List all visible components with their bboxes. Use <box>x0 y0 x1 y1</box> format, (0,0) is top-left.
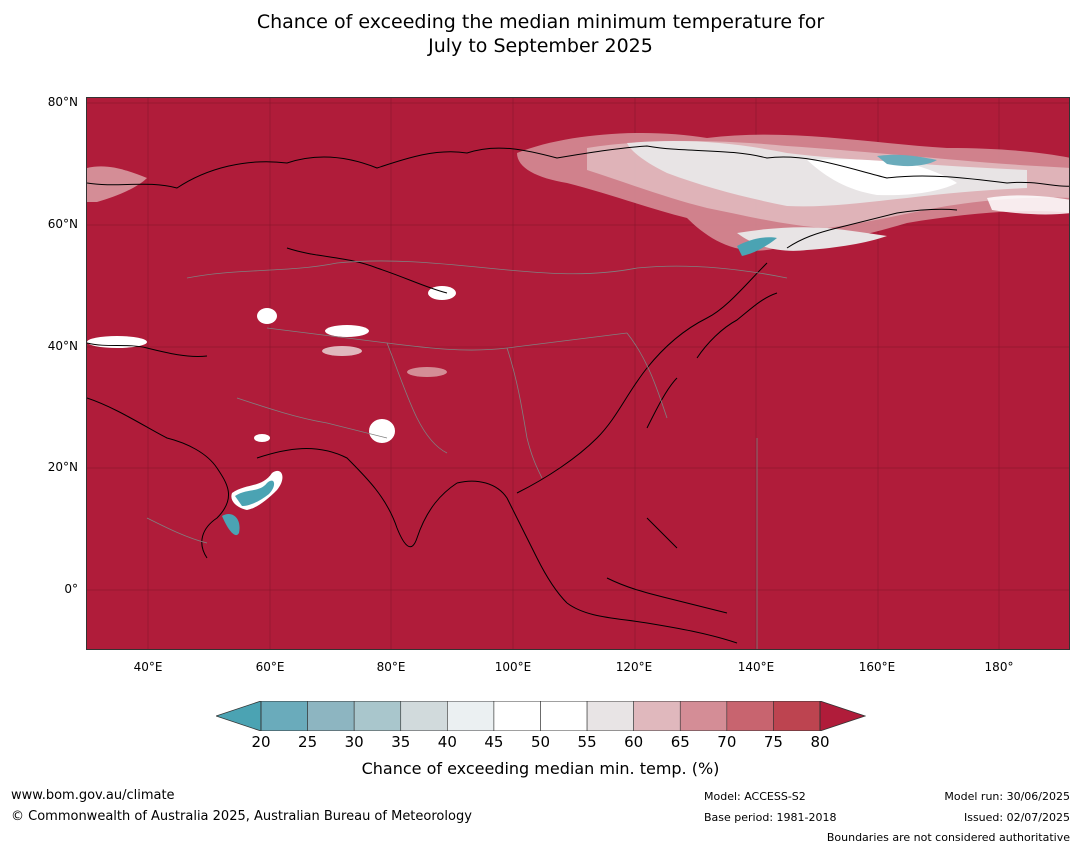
lon-label-80e: 80°E <box>376 660 406 674</box>
colorbar-tick-label: 30 <box>344 733 364 751</box>
colorbar-tick-label: 40 <box>437 733 457 751</box>
lon-label-60e: 60°E <box>255 660 285 674</box>
website-link[interactable]: www.bom.gov.au/climate <box>11 788 175 803</box>
disclaimer-text: Boundaries are not considered authoritat… <box>826 831 1070 844</box>
colorbar-cell <box>726 701 774 731</box>
map-svg <box>87 98 1069 649</box>
issued-text: Issued: 02/07/2025 <box>963 811 1070 824</box>
siberia-low-probability-zone <box>87 133 1069 256</box>
colorbar-cell <box>679 701 728 731</box>
colorbar-tick-label: 45 <box>484 733 504 751</box>
colorbar-tick-label: 60 <box>624 733 644 751</box>
colorbar-cell <box>400 701 448 731</box>
graticule <box>87 98 1069 649</box>
map-title: Chance of exceeding the median minimum t… <box>0 10 1081 58</box>
central-asia-white-patches <box>87 286 456 443</box>
colorbar <box>216 701 866 731</box>
colorbar-cells <box>260 701 821 731</box>
colorbar-tick-label: 55 <box>577 733 597 751</box>
colorbar-cell <box>493 701 541 731</box>
country-boundaries <box>146 260 788 649</box>
colorbar-tick-label: 75 <box>763 733 783 751</box>
colorbar-cell <box>260 701 308 731</box>
model-run-text: Model run: 30/06/2025 <box>944 790 1070 803</box>
colorbar-cell <box>773 701 821 731</box>
coastlines <box>87 145 1069 644</box>
base-period-text: Base period: 1981-2018 <box>704 811 837 824</box>
lon-label-120e: 120°E <box>615 660 653 674</box>
title-line-1: Chance of exceeding the median minimum t… <box>256 11 825 33</box>
lat-label-80n: 80°N <box>47 95 78 109</box>
model-text: Model: ACCESS-S2 <box>704 790 806 803</box>
lon-label-40e: 40°E <box>133 660 163 674</box>
colorbar-label: Chance of exceeding median min. temp. (%… <box>361 759 720 778</box>
colorbar-cell <box>307 701 355 731</box>
colorbar-tick-label: 65 <box>670 733 690 751</box>
lat-label-60n: 60°N <box>47 217 78 231</box>
colorbar-cell <box>353 701 402 731</box>
lat-label-40n: 40°N <box>47 339 78 353</box>
copyright-text: © Commonwealth of Australia 2025, Austra… <box>11 809 472 824</box>
colorbar-tick-label: 20 <box>251 733 271 751</box>
lon-label-160e: 160°E <box>858 660 896 674</box>
colorbar-tick-label: 35 <box>391 733 411 751</box>
colorbar-cell <box>586 701 634 731</box>
colorbar-tick-label: 50 <box>530 733 551 751</box>
lat-label-0: 0° <box>64 582 78 596</box>
forecast-map <box>86 97 1070 650</box>
colorbar-low-extend <box>216 701 262 731</box>
colorbar-tick-label: 70 <box>717 733 737 751</box>
colorbar-cell <box>447 701 495 731</box>
colorbar-high-extend <box>819 701 866 731</box>
arabian-sea-low-probability-zone <box>222 470 283 536</box>
colorbar-cell <box>633 701 681 731</box>
colorbar-frame <box>260 701 821 731</box>
lon-label-140e: 140°E <box>737 660 775 674</box>
lat-label-20n: 20°N <box>47 460 78 474</box>
lon-label-100e: 100°E <box>494 660 532 674</box>
title-line-2: July to September 2025 <box>428 35 653 57</box>
colorbar-tick-label: 80 <box>810 733 830 751</box>
lon-label-180: 180° <box>984 660 1014 674</box>
colorbar-cell <box>540 701 588 731</box>
colorbar-tick-label: 25 <box>298 733 318 751</box>
